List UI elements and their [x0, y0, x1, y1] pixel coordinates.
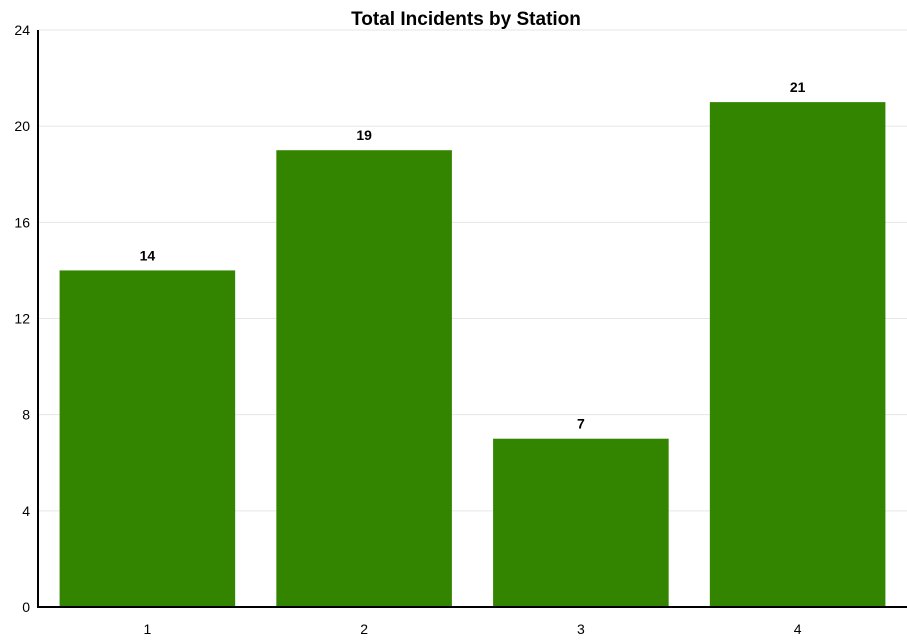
y-axis-tick-labels: 0 4 8 12 16 20 24	[14, 22, 30, 615]
y-tick-label: 16	[14, 214, 30, 230]
bar-value-label: 21	[790, 79, 806, 95]
y-tick-label: 24	[14, 22, 30, 38]
y-tick-label: 12	[14, 311, 30, 327]
bar-station-4	[709, 102, 886, 607]
x-tick-label: 2	[360, 621, 368, 637]
x-tick-label: 4	[794, 621, 802, 637]
x-tick-label: 1	[143, 621, 151, 637]
bar-station-1	[59, 270, 236, 607]
bars	[59, 102, 886, 608]
data-labels: 14 19 7 21	[140, 79, 806, 432]
bar-value-label: 19	[356, 127, 372, 143]
axes	[37, 30, 907, 608]
y-tick-label: 4	[22, 503, 30, 519]
bar-station-2	[276, 150, 452, 608]
x-axis-tick-labels: 1 2 3 4	[143, 621, 801, 637]
bar-value-label: 7	[577, 416, 585, 432]
y-tick-label: 0	[22, 599, 30, 615]
y-tick-label: 8	[22, 407, 30, 423]
bar-value-label: 14	[140, 247, 156, 263]
y-tick-label: 20	[14, 118, 30, 134]
x-tick-label: 3	[577, 621, 585, 637]
bar-station-3	[493, 438, 669, 607]
chart-title: Total Incidents by Station	[351, 9, 581, 30]
